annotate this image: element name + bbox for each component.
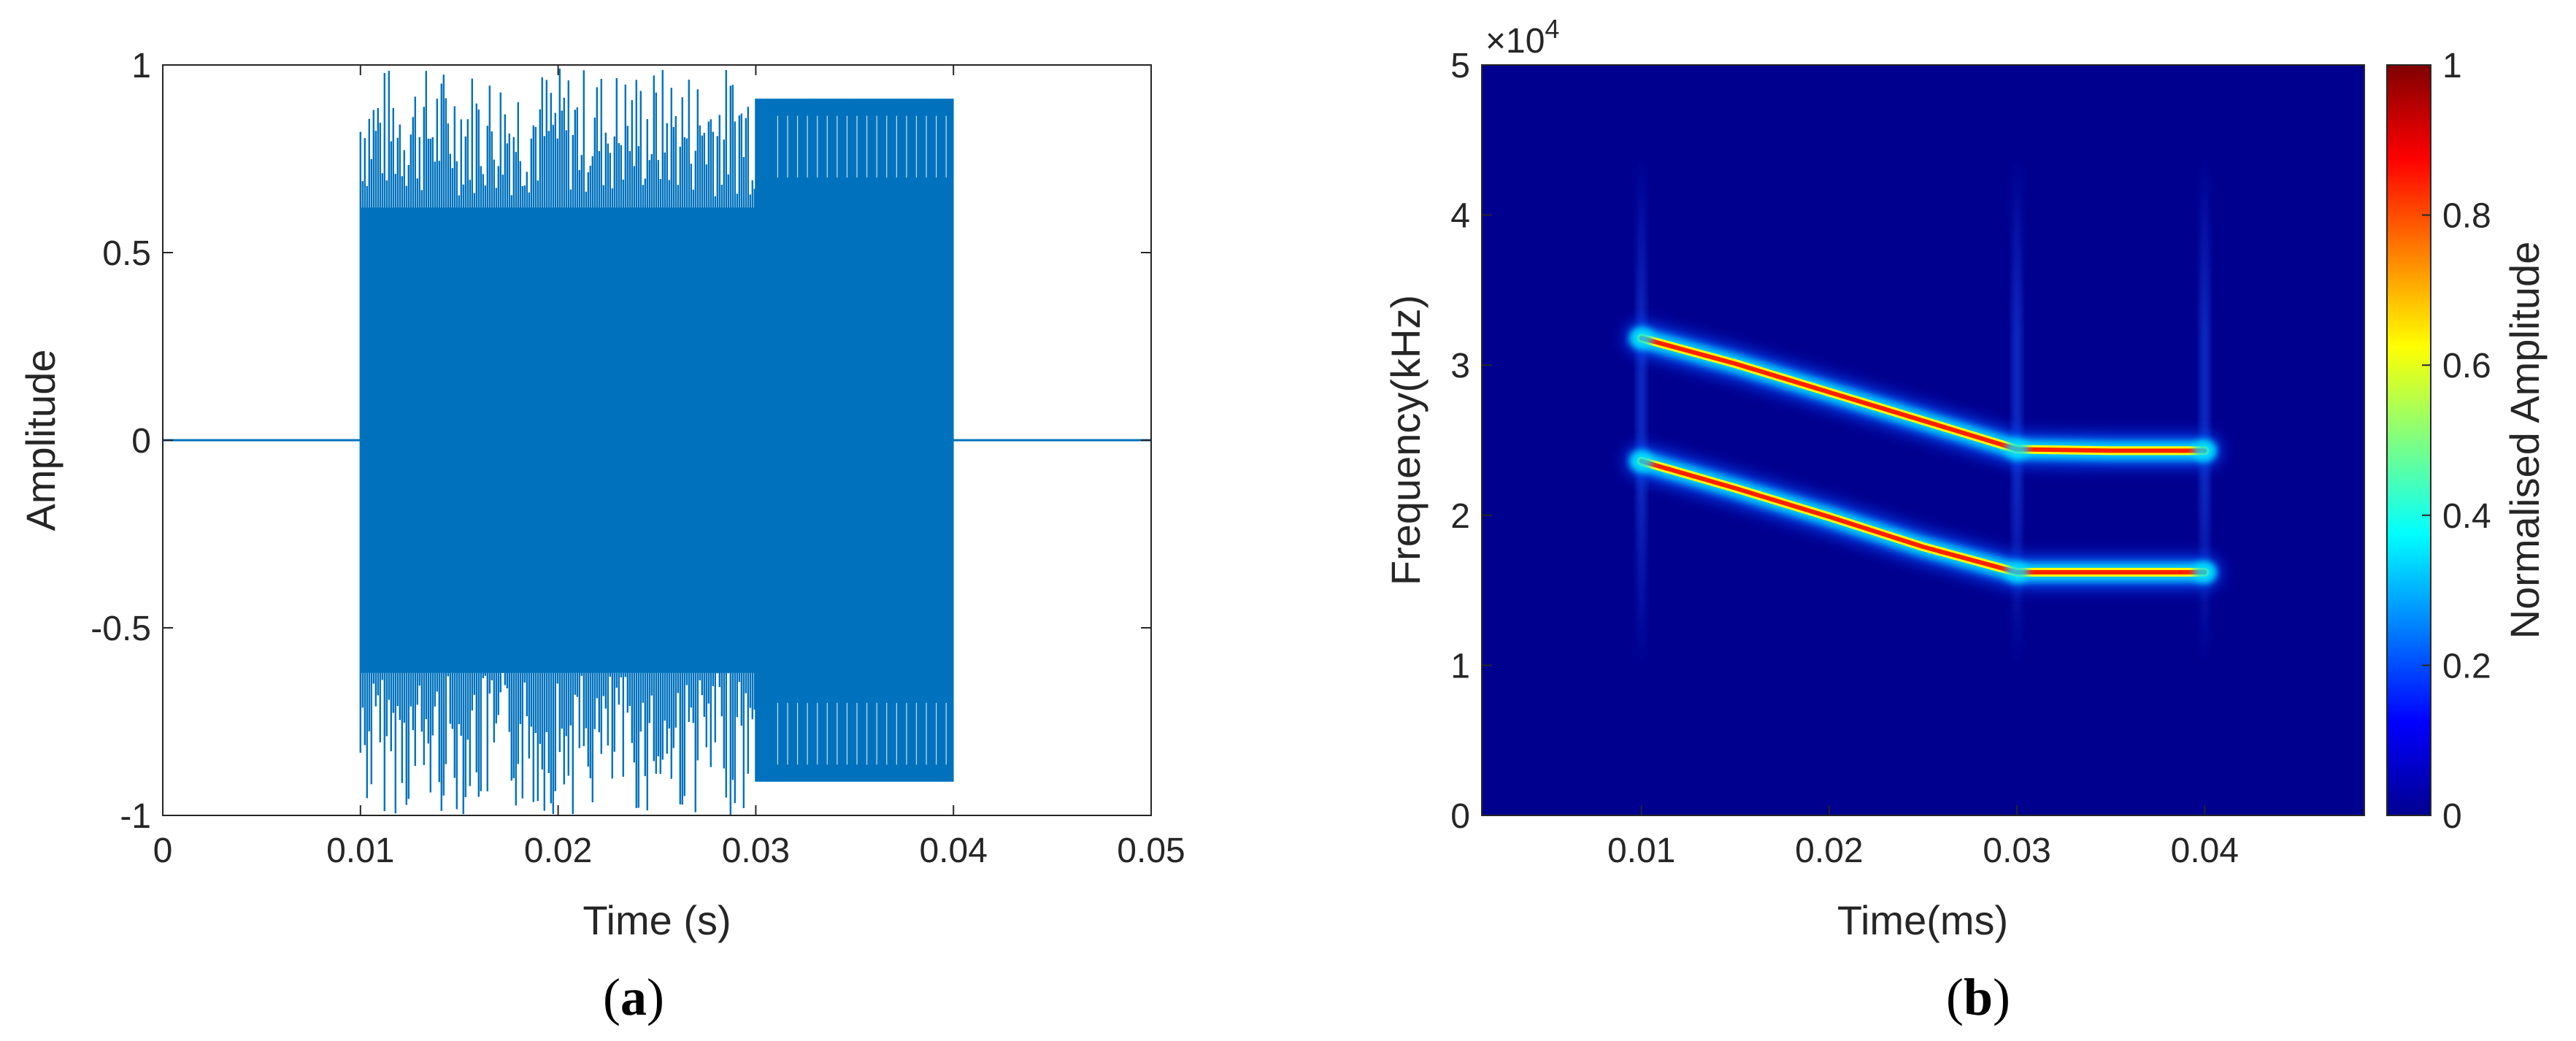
y-tick-label-a: -0.5 <box>91 610 151 648</box>
y-tick-label-b: 1 <box>1450 647 1470 685</box>
colorbar-tick-label: 0.4 <box>2442 497 2491 536</box>
colorbar-tick-label: 0.8 <box>2442 197 2491 236</box>
ridge-endpoint <box>1629 328 1653 349</box>
panel-label-a-open: ( <box>603 968 620 1026</box>
y-tick-label-a: 0 <box>131 422 151 461</box>
axes-box-b <box>1481 64 2365 816</box>
x-tick-label-b: 0.04 <box>2171 831 2239 870</box>
x-tick-label-a: 0.04 <box>919 831 987 870</box>
colorbar-tick-label: 1 <box>2442 47 2462 85</box>
signal-waveform <box>163 68 1151 815</box>
spectrogram-streak <box>2013 155 2021 666</box>
y-tick-label-a: -1 <box>120 797 151 836</box>
ridge-endpoint <box>2193 561 2217 583</box>
x-ticks-b: 0.01 0.02 0.03 0.04 <box>1607 805 2239 870</box>
colorbar-tick-label: 0 <box>2442 797 2462 836</box>
x-axis-label-a: Time (s) <box>583 897 731 943</box>
x-ticks-a: 0 0.01 0.02 0.03 0.04 0.05 <box>153 65 1185 870</box>
spectrogram-background <box>1482 65 2364 815</box>
colorbar-label: Normalised Amplitude <box>2502 242 2548 639</box>
panel-label-a: (a) <box>603 968 664 1026</box>
x-tick-label-a: 0.03 <box>722 831 790 870</box>
x-tick-label-a: 0.02 <box>524 831 592 870</box>
ridge-endpoint <box>2005 439 2029 460</box>
colorbar-gradient <box>2386 64 2431 816</box>
panel-label-b-close: ) <box>1993 968 2010 1026</box>
y-exponent-base: ×10 <box>1485 22 1545 61</box>
colorbar-tick-label: 0.6 <box>2442 347 2491 385</box>
panel-label-b-letter: b <box>1964 968 1993 1026</box>
panel-label-b: (b) <box>1946 968 2010 1026</box>
panel-label-b-open: ( <box>1946 968 1964 1026</box>
spectrogram-ridge-2 <box>1625 445 2221 588</box>
signal-burst-2 <box>755 99 954 782</box>
y-tick-label-b: 2 <box>1450 497 1470 536</box>
y-tick-label-b: 3 <box>1450 347 1470 385</box>
y-tick-label-b: 5 <box>1450 47 1470 85</box>
x-tick-label-a: 0.01 <box>326 831 394 870</box>
y-axis-label-b: Frequency(kHz) <box>1383 295 1429 585</box>
x-tick-label-b: 0.02 <box>1795 831 1863 870</box>
x-tick-label-b: 0.01 <box>1607 831 1675 870</box>
x-tick-label-a: 0.05 <box>1117 831 1185 870</box>
spectrogram-streaks <box>1637 155 2209 666</box>
colorbar: 0 0.2 0.4 0.6 0.8 1 Normalised Amplitude <box>2386 47 2548 836</box>
y-tick-label-b: 4 <box>1450 197 1470 236</box>
signal-burst-1 <box>359 68 756 815</box>
spectrogram-streak <box>1637 155 1645 666</box>
y-axis-label-a: Amplitude <box>18 349 64 531</box>
y-ticks-b: 0 1 2 3 4 5 <box>1450 47 1492 836</box>
colorbar-ticks: 0 0.2 0.4 0.6 0.8 1 <box>2422 47 2491 836</box>
ridge-endpoint <box>2005 561 2029 583</box>
ridge-endpoint <box>1629 450 1653 472</box>
spectrogram-streak <box>2201 155 2209 666</box>
y-tick-label-a: 0.5 <box>102 234 151 273</box>
y-exponent-power: 4 <box>1545 14 1559 44</box>
colorbar-tick-label: 0.2 <box>2442 647 2491 685</box>
y-tick-label-b: 0 <box>1450 797 1470 836</box>
ridge-endpoint <box>2193 440 2217 461</box>
panel-label-a-letter: a <box>620 968 647 1026</box>
spectrogram-ridges <box>1625 322 2221 588</box>
x-axis-label-b: Time(ms) <box>1837 897 2008 943</box>
chart-a: 0 0.01 0.02 0.03 0.04 0.05 -1 -0.5 0 0.5 1 Time (… <box>18 47 1185 1026</box>
y-exponent-label-b: ×104 <box>1485 14 1559 61</box>
x-tick-label-b: 0.03 <box>1983 831 2050 870</box>
y-ticks-a: -1 -0.5 0 0.5 1 <box>91 47 1151 836</box>
panel-label-a-close: ) <box>647 968 664 1026</box>
spectrogram-ridge-1 <box>1625 322 2221 467</box>
y-tick-label-a: 1 <box>131 47 151 85</box>
x-tick-label-a: 0 <box>153 831 173 870</box>
